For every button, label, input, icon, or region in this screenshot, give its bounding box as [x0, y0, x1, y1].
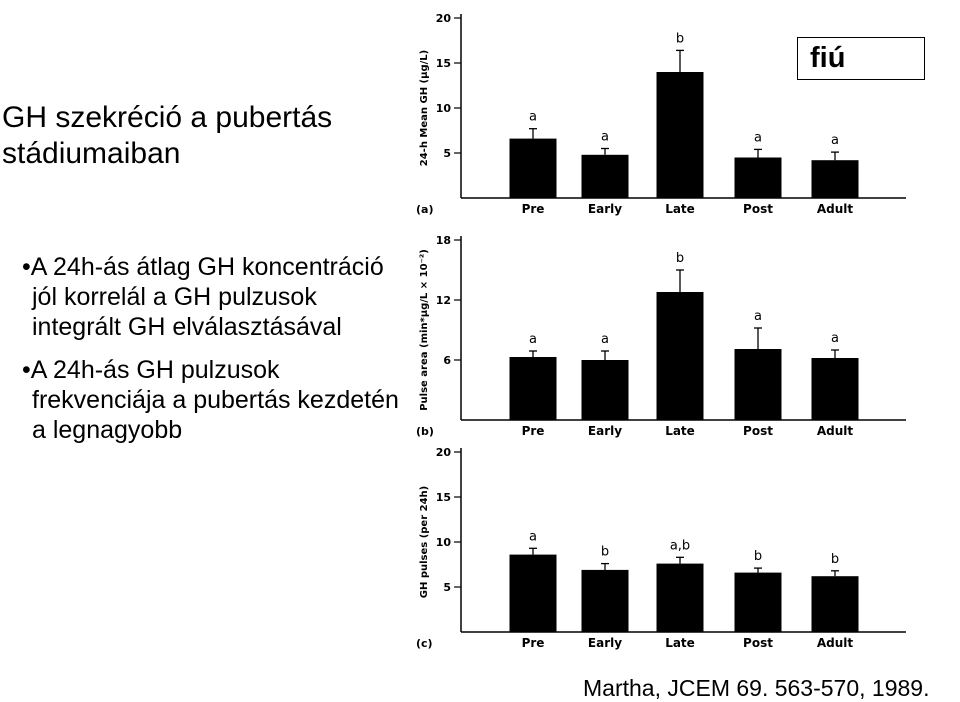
bar: [509, 357, 557, 420]
y-tick-label: 12: [436, 294, 451, 307]
y-axis-label: Pulse area (min*µg/L × 10⁻²): [419, 249, 430, 411]
category-label: Pre: [522, 424, 545, 438]
bar-chart-svg: 6 12 18 Pulse area (min*µg/L × 10⁻²) (b) a Pre…: [416, 234, 906, 438]
bar: [656, 292, 704, 420]
significance-label: a: [754, 309, 762, 324]
y-tick-label: 15: [436, 491, 451, 504]
significance-label: a: [601, 332, 609, 347]
significance-label: a: [601, 130, 609, 145]
category-label: Pre: [522, 636, 545, 650]
bar: [656, 72, 704, 198]
y-axis-label: GH pulses (per 24h): [419, 486, 430, 598]
y-tick-label: 10: [436, 102, 452, 115]
y-tick-label: 15: [436, 57, 451, 70]
bar: [811, 576, 859, 632]
page-title: GH szekréció a pubertás stádiumaiban: [2, 101, 333, 170]
y-tick-label: 20: [436, 446, 452, 459]
bar: [581, 360, 629, 420]
category-label: Late: [665, 636, 695, 650]
significance-label: a: [831, 133, 839, 148]
bar: [811, 160, 859, 198]
significance-label: a: [831, 331, 839, 346]
bullet-list: A 24h-ás átlag GH koncentráció jól korre…: [22, 252, 402, 458]
significance-label: a: [529, 332, 537, 347]
y-tick-label: 6: [443, 354, 451, 367]
significance-label: a: [529, 529, 537, 544]
bar: [734, 572, 782, 632]
bar: [581, 154, 629, 198]
category-label: Adult: [817, 424, 854, 438]
citation: Martha, JCEM 69. 563-570, 1989.: [583, 675, 930, 701]
bar: [509, 554, 557, 632]
significance-label: b: [601, 545, 609, 560]
y-axis-label: 24-h Mean GH (µg/L): [419, 50, 430, 167]
bar-chart-svg: 5 10 15 20 GH pulses (per 24h) (c) a Pre b Early a…: [416, 446, 906, 650]
bar: [509, 138, 557, 198]
chart-panel-b: 6 12 18 Pulse area (min*µg/L × 10⁻²) (b) a Pre…: [408, 222, 908, 444]
panel-label: (c): [416, 637, 433, 650]
panel-label: (b): [416, 425, 434, 438]
category-label: Early: [588, 202, 622, 216]
category-label: Pre: [522, 202, 545, 216]
bar: [734, 157, 782, 198]
category-label: Late: [665, 202, 695, 216]
chart-panel-c: 5 10 15 20 GH pulses (per 24h) (c) a Pre b Early a…: [408, 434, 908, 656]
y-tick-label: 20: [436, 12, 452, 25]
bar: [581, 569, 629, 632]
significance-label: a: [754, 130, 762, 145]
y-tick-label: 5: [443, 581, 451, 594]
significance-label: a: [529, 110, 537, 125]
panel-label: (a): [416, 203, 433, 216]
category-label: Post: [743, 636, 773, 650]
y-tick-label: 10: [436, 536, 452, 549]
sex-badge: fiú: [797, 37, 925, 80]
category-label: Adult: [817, 202, 854, 216]
bullet-mean-gh: A 24h-ás átlag GH koncentráció jól korre…: [22, 252, 402, 342]
bar: [734, 349, 782, 420]
bullet-pulse-frequency: A 24h-ás GH pulzusok frekvenciája a pube…: [22, 355, 402, 445]
bar-chart-svg: 5 10 15 20 24-h Mean GH (µg/L) (a) a Pre a Early b…: [416, 12, 906, 216]
chart-panel-a: 5 10 15 20 24-h Mean GH (µg/L) (a) a Pre a Early b…: [408, 0, 908, 222]
significance-label: b: [831, 552, 839, 567]
significance-label: b: [676, 31, 684, 46]
y-tick-label: 5: [443, 147, 451, 160]
category-label: Post: [743, 424, 773, 438]
category-label: Early: [588, 424, 622, 438]
y-tick-label: 18: [436, 234, 451, 247]
category-label: Late: [665, 424, 695, 438]
bar: [811, 358, 859, 420]
category-label: Post: [743, 202, 773, 216]
bar: [656, 563, 704, 632]
category-label: Early: [588, 636, 622, 650]
significance-label: a,b: [670, 538, 690, 553]
significance-label: b: [754, 549, 762, 564]
category-label: Adult: [817, 636, 854, 650]
significance-label: b: [676, 251, 684, 266]
